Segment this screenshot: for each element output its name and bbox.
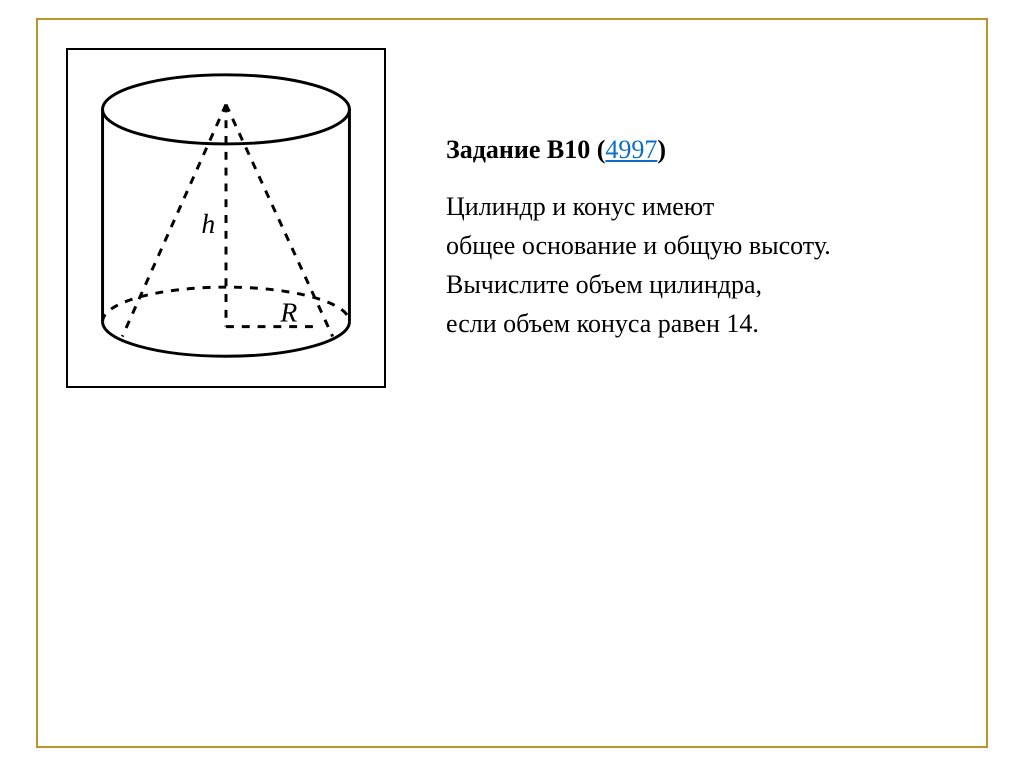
task-title: Задание В10 (4997) <box>446 130 831 169</box>
label-r: R <box>279 297 297 328</box>
body-line1: Цилиндр и конус имеют <box>446 192 714 221</box>
title-suffix: ) <box>657 135 666 164</box>
task-id-link[interactable]: 4997 <box>605 135 657 164</box>
body-line3: Вычислите объем цилиндра, <box>446 270 762 299</box>
label-h: h <box>201 208 215 239</box>
slide-frame: h R Задание В10 (4997) Цилиндр и конус и… <box>36 18 988 748</box>
figure-box: h R <box>66 48 386 388</box>
task-body: Цилиндр и конус имеют общее основание и … <box>446 187 831 343</box>
body-line4: если объем конуса равен 14. <box>446 309 759 338</box>
task-text: Задание В10 (4997) Цилиндр и конус имеют… <box>446 40 831 343</box>
cylinder-cone-diagram: h R <box>68 50 384 386</box>
title-prefix: Задание В10 ( <box>446 135 605 164</box>
body-line2: общее основание и общую высоту. <box>446 231 831 260</box>
content-row: h R Задание В10 (4997) Цилиндр и конус и… <box>38 20 986 408</box>
